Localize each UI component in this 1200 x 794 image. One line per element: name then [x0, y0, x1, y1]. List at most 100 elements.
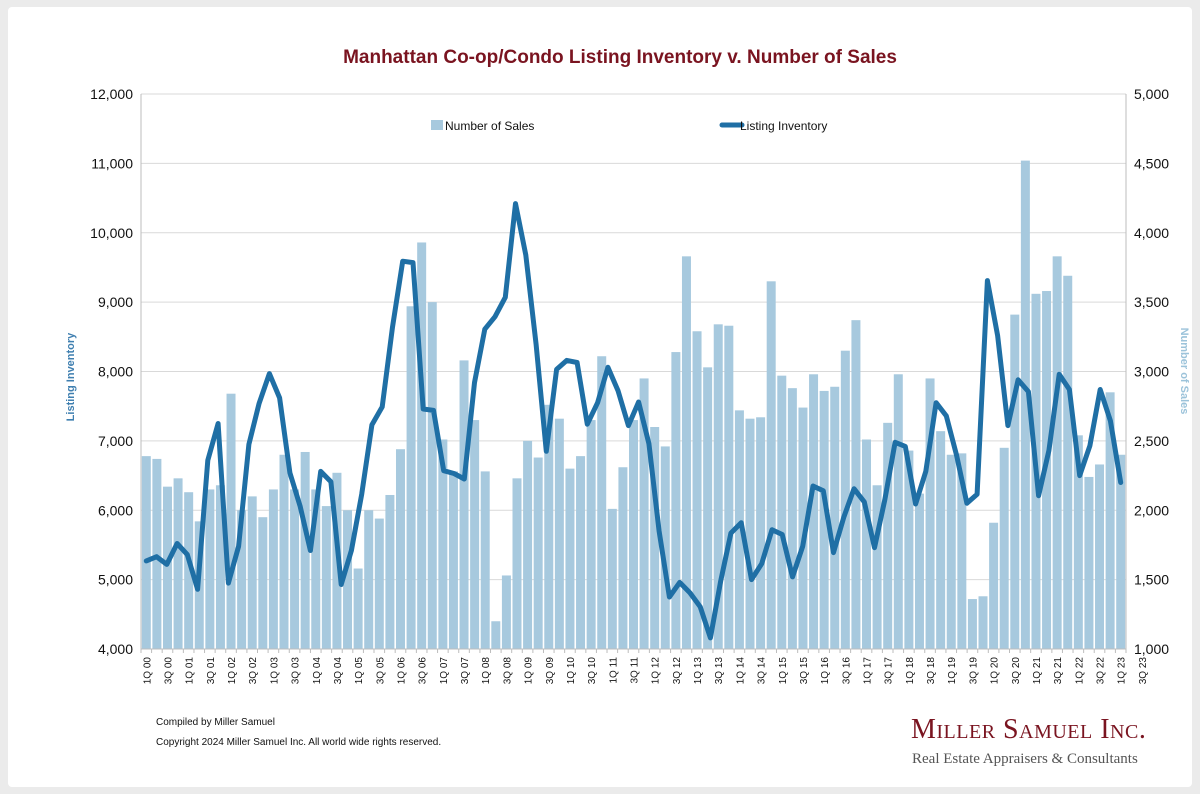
sales-bar: [205, 489, 215, 649]
axes: 4,000 5,000 6,000 7,000 8,000 9,000 10,000 11,0…: [90, 86, 1169, 684]
sales-bar: [258, 517, 268, 649]
sales-bar: [830, 386, 840, 649]
y-left-tick-label: 10,000: [90, 225, 133, 241]
x-tick-label: 3Q 14: [757, 657, 768, 685]
sales-bar: [957, 453, 967, 649]
y-left-axis-title: Listing Inventory: [65, 332, 77, 422]
sales-bar: [1073, 435, 1083, 649]
x-tick-label: 3Q 10: [587, 657, 598, 685]
sales-bar: [290, 489, 300, 649]
sales-bar: [184, 492, 194, 649]
sales-bar: [681, 256, 691, 649]
sales-bar: [946, 454, 956, 649]
sales-bar: [501, 575, 511, 649]
sales-bar: [798, 407, 808, 649]
sales-bar: [787, 388, 797, 649]
sales-bar: [300, 451, 310, 649]
x-tick-label: 1Q 11: [608, 657, 619, 684]
legend: Number of Sales Listing Inventory: [431, 119, 827, 133]
sales-bar: [512, 478, 522, 649]
sales-bar: [491, 621, 501, 649]
x-tick-label: 3Q 06: [418, 657, 429, 685]
sales-bar: [914, 493, 924, 649]
compiled-by-note: Compiled by Miller Samuel: [156, 717, 275, 728]
sales-bar: [268, 489, 278, 649]
sales-bar: [152, 458, 162, 649]
x-tick-label: 3Q 03: [291, 657, 302, 685]
y-right-tick-label: 3,500: [1134, 294, 1169, 310]
sales-bar: [448, 471, 458, 649]
y-left-tick-label: 12,000: [90, 86, 133, 102]
y-right-tick-label: 4,500: [1134, 155, 1169, 171]
x-tick-label: 1Q 06: [396, 657, 407, 685]
x-tick-label: 1Q 10: [566, 657, 577, 685]
sales-bar: [893, 374, 903, 649]
sales-bar: [607, 508, 617, 649]
sales-bar: [162, 486, 172, 649]
copyright-note: Copyright 2024 Miller Samuel Inc. All wo…: [156, 737, 442, 748]
sales-bar: [374, 518, 384, 649]
y-right-tick-label: 1,000: [1134, 641, 1169, 657]
x-tick-label: 1Q 15: [778, 657, 789, 685]
x-tick-label: 3Q 05: [375, 657, 386, 685]
sales-bar: [353, 568, 363, 649]
x-tick-label: 3Q 13: [714, 657, 725, 685]
x-tick-label: 1Q 17: [863, 657, 874, 685]
x-tick-label: 1Q 00: [142, 657, 153, 685]
sales-bar: [279, 454, 289, 649]
y-right-tick-label: 2,000: [1134, 502, 1169, 518]
sales-bar: [745, 418, 755, 649]
x-tick-label: 1Q 09: [524, 657, 535, 685]
sales-bar: [660, 446, 670, 649]
sales-bar: [215, 485, 225, 649]
x-tick-label: 1Q 23: [1117, 657, 1128, 685]
sales-bar: [883, 422, 893, 649]
sales-bar: [703, 367, 713, 649]
sales-bar: [470, 420, 480, 649]
chart: Manhattan Co-op/Condo Listing Inventory …: [65, 47, 1190, 684]
x-tick-label: 3Q 15: [799, 657, 810, 685]
sales-bar: [713, 324, 723, 649]
sales-bar: [724, 325, 734, 649]
sales-bar: [1020, 160, 1030, 649]
sales-bar: [978, 596, 988, 649]
x-tick-label: 3Q 11: [630, 657, 641, 684]
y-right-tick-label: 1,500: [1134, 572, 1169, 588]
sales-bar: [237, 510, 247, 649]
sales-bar: [862, 439, 872, 649]
sales-bar: [523, 440, 533, 649]
x-tick-label: 3Q 08: [502, 657, 513, 685]
sales-bar: [406, 306, 416, 649]
sales-bar: [671, 352, 681, 649]
sales-bar: [141, 456, 151, 649]
sales-bar: [173, 478, 183, 649]
listing-inventory-line: [143, 201, 1124, 641]
sales-bar: [989, 522, 999, 649]
y-right-tick-label: 5,000: [1134, 86, 1169, 102]
x-tick-label: 1Q 16: [820, 657, 831, 685]
sales-bar: [967, 599, 977, 649]
x-tick-label: 3Q 16: [841, 657, 852, 685]
x-tick-label: 1Q 14: [735, 657, 746, 685]
sales-bar: [427, 302, 437, 649]
sales-bar: [565, 468, 575, 649]
brand-logo-name: Miller Samuel Inc.: [911, 714, 1147, 745]
sales-bar: [247, 496, 257, 649]
sales-bar: [639, 378, 649, 649]
sales-bar: [766, 281, 776, 649]
sales-bar: [1095, 464, 1105, 649]
bars: [141, 160, 1126, 649]
sales-bar: [321, 506, 331, 649]
sales-bar: [311, 489, 321, 649]
x-tick-label: 3Q 09: [545, 657, 556, 685]
x-tick-label: 3Q 01: [206, 657, 217, 685]
x-tick-label: 3Q 00: [163, 657, 174, 685]
sales-bar: [1052, 256, 1062, 649]
y-left-tick-label: 9,000: [98, 294, 133, 310]
sales-bar: [840, 350, 850, 649]
sales-bar: [1010, 314, 1020, 649]
y-left-tick-label: 5,000: [98, 572, 133, 588]
sales-bar: [629, 420, 638, 649]
sales-bar: [544, 404, 554, 649]
x-tick-label: 3Q 17: [884, 657, 895, 685]
